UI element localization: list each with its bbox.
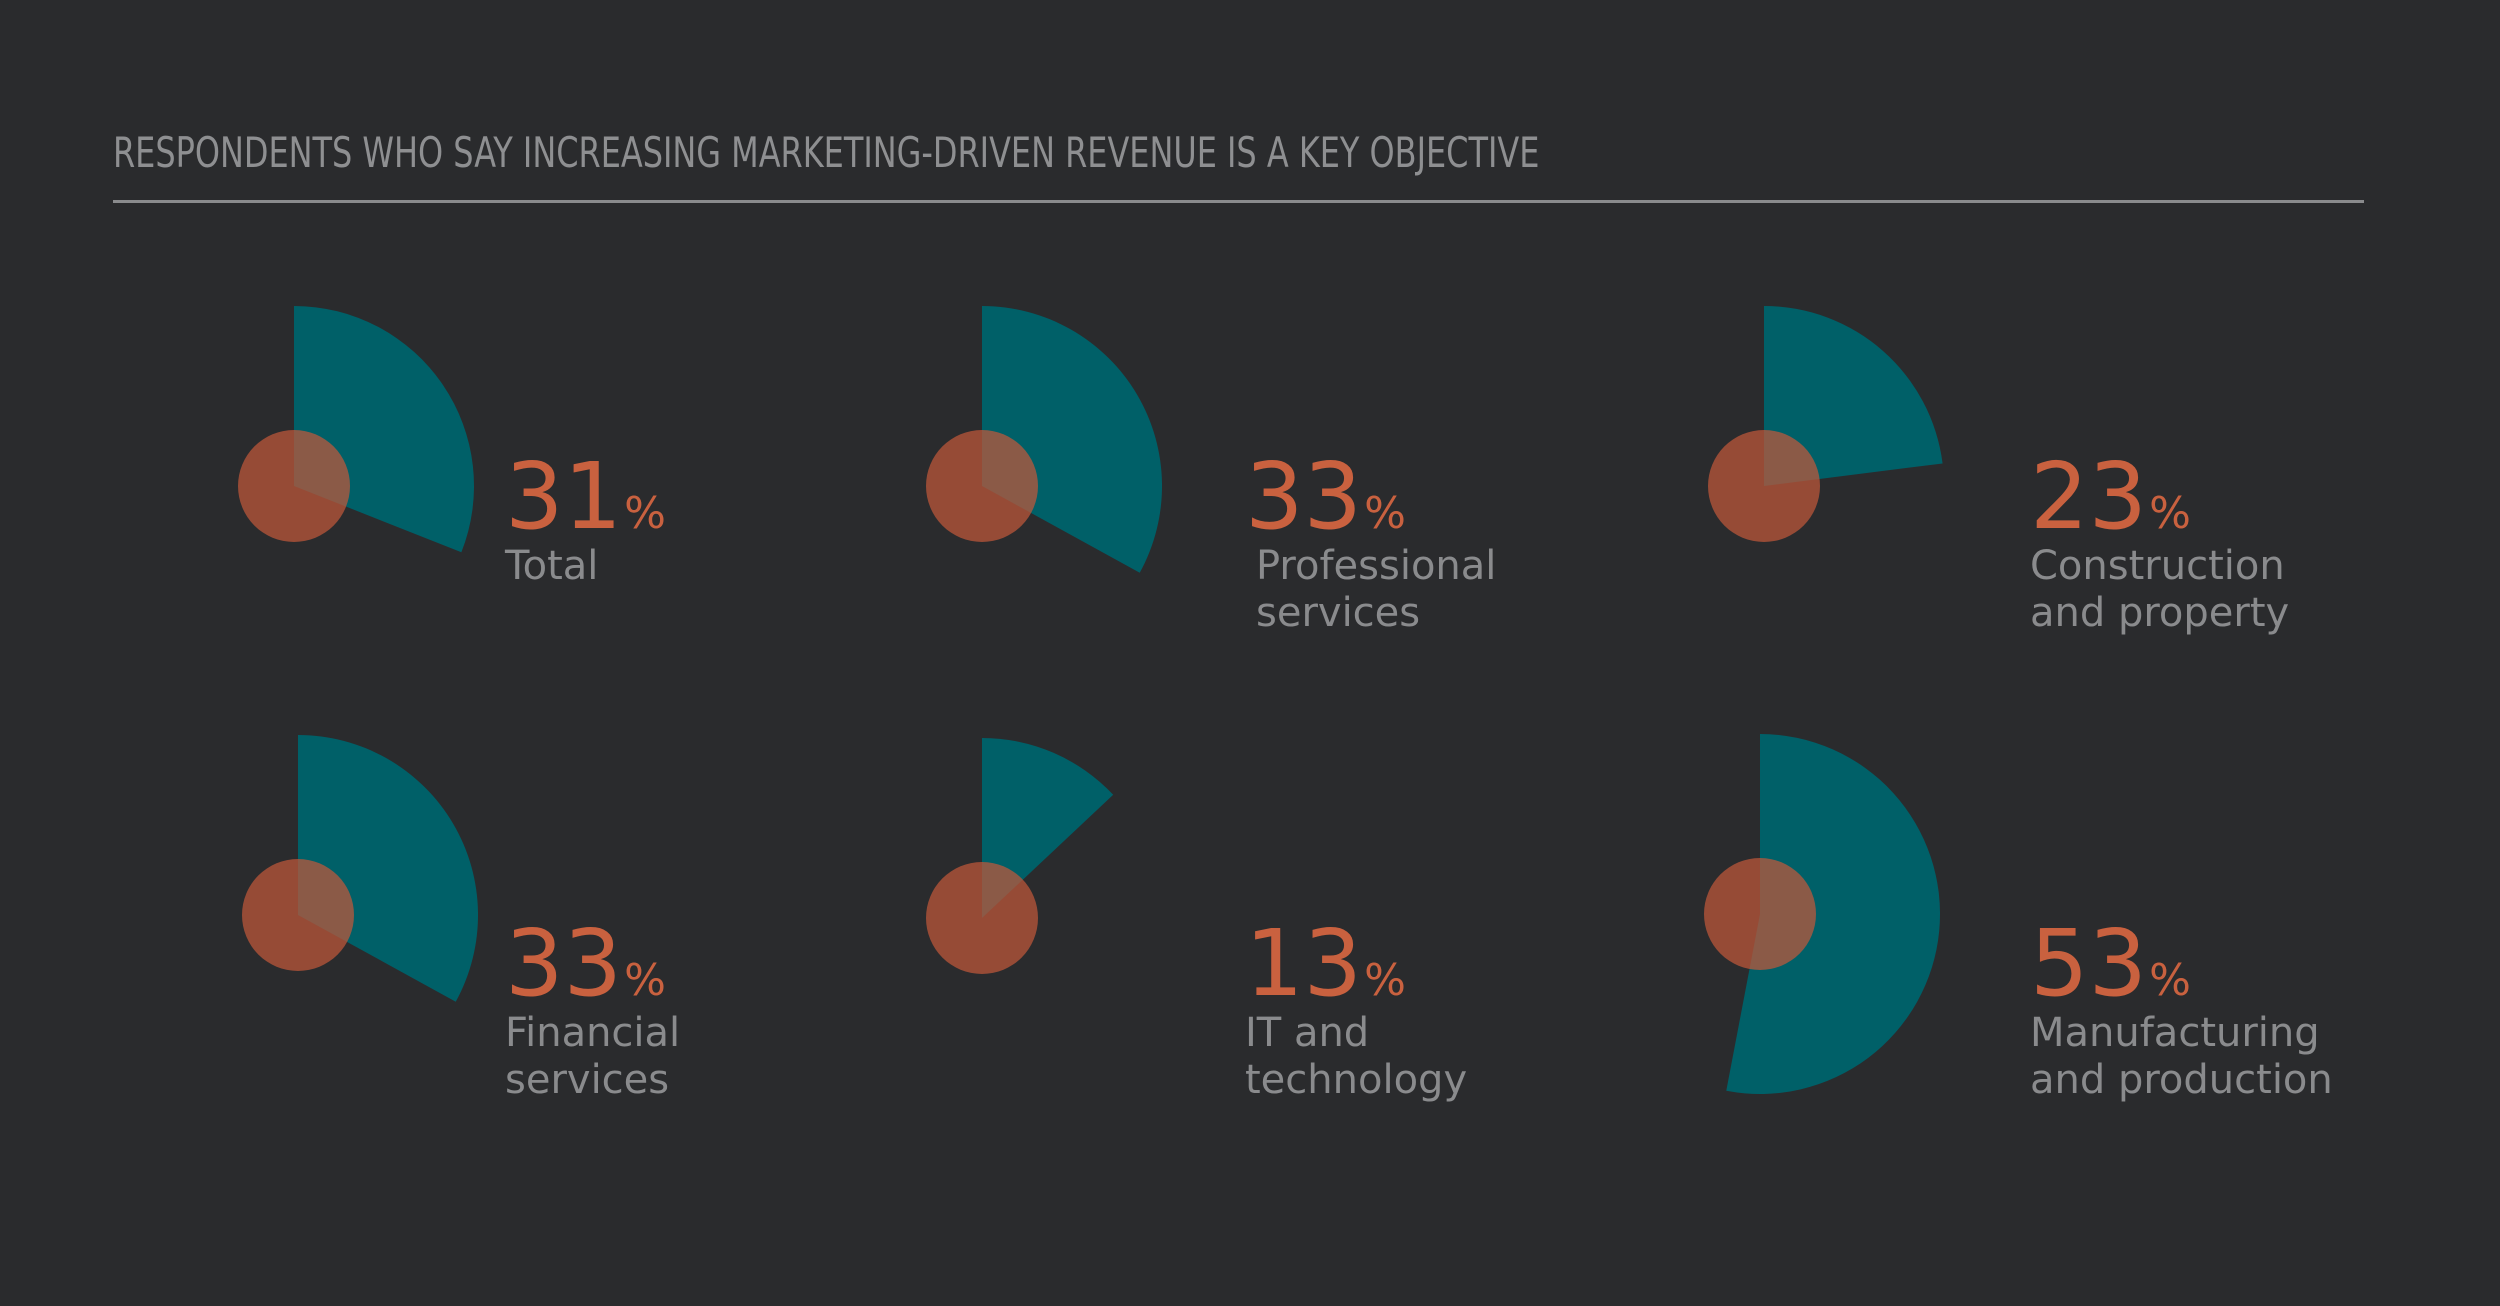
category-label: and production — [2030, 1057, 2333, 1103]
pie-center-dot — [238, 430, 350, 542]
percent-value: 33% — [1245, 443, 1406, 550]
chart-title: RESPONDENTS WHO SAY INCREASING MARKETING… — [113, 128, 1540, 177]
percent-number: 53 — [2030, 910, 2147, 1017]
category-label: Professional — [1256, 543, 1496, 589]
percent-number: 33 — [505, 910, 622, 1017]
category-label: and property — [2030, 590, 2289, 636]
percent-number: 33 — [1245, 443, 1362, 550]
percent-value: 23% — [2030, 443, 2191, 550]
category-label: Manufacturing — [2030, 1010, 2320, 1056]
category-label: Financial — [505, 1010, 680, 1056]
percent-value: 33% — [505, 910, 666, 1017]
category-label: technology — [1245, 1057, 1467, 1103]
pie-center-dot — [1704, 858, 1816, 970]
percent-value: 53% — [2030, 910, 2191, 1017]
pie-segment — [1764, 306, 1943, 486]
percent-value: 13% — [1245, 910, 1406, 1017]
percent-sign: % — [624, 955, 666, 1006]
pie-chart-1: 31%Total — [238, 306, 666, 589]
pie-center-dot — [1708, 430, 1820, 542]
pie-center-dot — [926, 862, 1038, 974]
percent-number: 31 — [505, 443, 622, 550]
percent-value: 31% — [505, 443, 666, 550]
title-divider — [113, 200, 2364, 203]
category-label: services — [1256, 590, 1420, 636]
category-label: Construction — [2030, 543, 2285, 589]
percent-sign: % — [1364, 955, 1406, 1006]
percent-sign: % — [1364, 488, 1406, 539]
category-label: Total — [504, 543, 598, 589]
percent-sign: % — [2149, 488, 2191, 539]
percent-number: 13 — [1245, 910, 1362, 1017]
category-label: IT and — [1245, 1010, 1369, 1056]
pie-segment — [1726, 733, 1941, 1094]
percent-sign: % — [2149, 955, 2191, 1006]
pie-center-dot — [926, 430, 1038, 542]
category-label: services — [505, 1057, 669, 1103]
percent-number: 23 — [2030, 443, 2147, 550]
pie-center-dot — [242, 859, 354, 971]
percent-sign: % — [624, 488, 666, 539]
